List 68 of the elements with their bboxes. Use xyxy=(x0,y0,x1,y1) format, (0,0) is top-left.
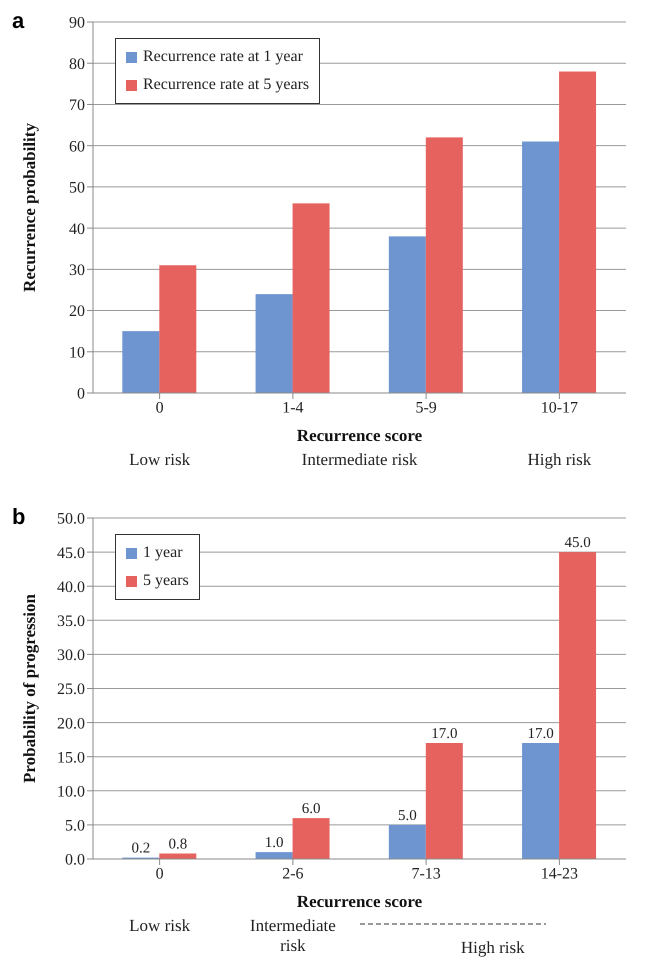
x-axis-title: Recurrence score xyxy=(296,426,423,445)
x-tick-label: 1-4 xyxy=(282,399,304,416)
bar xyxy=(122,331,160,393)
bar xyxy=(559,552,596,859)
legend-label: Recurrence rate at 1 year xyxy=(143,47,303,67)
data-label: 1.0 xyxy=(264,835,284,852)
data-label: 17.0 xyxy=(431,726,458,742)
bar xyxy=(292,818,330,859)
data-label: 0.8 xyxy=(168,836,188,853)
data-label: 6.0 xyxy=(302,801,320,818)
x-tick-label: 0 xyxy=(156,399,164,416)
y-tick-label: 35.0 xyxy=(57,612,85,630)
bar xyxy=(292,203,330,393)
y-axis-title: Probability of progression xyxy=(20,594,40,783)
legend-label: Recurrence rate at 5 years xyxy=(143,75,310,95)
text: Low risk xyxy=(128,916,192,936)
bar xyxy=(388,824,426,859)
y-tick-label: 60 xyxy=(69,138,85,156)
bar xyxy=(256,294,293,393)
y-tick-label: 45.0 xyxy=(57,544,85,562)
x-tick-label: 2-6 xyxy=(282,865,304,882)
text: Intermediate risk xyxy=(248,916,337,956)
y-tick-label: 0.0 xyxy=(65,852,85,869)
x-tick-label: 10-17 xyxy=(540,399,578,416)
y-tick-label: 30.0 xyxy=(57,647,85,664)
text: High risk xyxy=(526,450,592,470)
y-tick-label: 15.0 xyxy=(57,749,85,766)
x-tick-label: 7-13 xyxy=(411,865,441,882)
data-label: 5.0 xyxy=(398,808,417,824)
bar xyxy=(559,71,596,393)
y-tick-label: 20 xyxy=(69,303,85,320)
text: Low risk xyxy=(128,450,192,470)
y-tick-label: 25.0 xyxy=(57,681,85,698)
y-axis-title: Recurrence probability xyxy=(20,122,40,292)
y-tick-label: 5.0 xyxy=(65,818,85,835)
y-tick-label: 20.0 xyxy=(57,715,85,732)
legend-label: 1 year xyxy=(143,543,183,563)
y-tick-label: 90 xyxy=(69,14,85,32)
y-tick-label: 40 xyxy=(69,220,85,238)
y-tick-label: 0 xyxy=(77,386,85,403)
x-axis-title: Recurrence score xyxy=(296,892,423,911)
bar xyxy=(159,854,196,859)
data-label: 17.0 xyxy=(527,726,554,742)
bar xyxy=(159,265,196,393)
y-tick-label: 50 xyxy=(69,180,85,197)
chart-title: b xyxy=(12,504,26,530)
bar xyxy=(522,142,560,393)
chart-title: a xyxy=(12,8,24,34)
y-tick-label: 10.0 xyxy=(57,783,85,800)
text: High risk xyxy=(460,938,526,958)
y-tick-label: 30 xyxy=(69,262,85,280)
bar xyxy=(426,137,463,393)
y-tick-label: 70 xyxy=(69,97,85,114)
y-tick-label: 40.0 xyxy=(57,578,85,596)
bar xyxy=(426,743,463,859)
bar xyxy=(388,236,426,393)
legend-label: 5 years xyxy=(143,571,189,591)
y-tick-label: 10 xyxy=(69,344,85,362)
x-tick-label: 0 xyxy=(156,865,164,882)
text: Intermediate risk xyxy=(300,450,418,470)
x-tick-label: 14-23 xyxy=(540,865,578,882)
bar xyxy=(522,743,560,859)
x-tick-label: 5-9 xyxy=(415,399,437,416)
data-label: 45.0 xyxy=(564,535,591,552)
data-label: 0.2 xyxy=(131,840,150,857)
bar xyxy=(256,852,293,859)
y-tick-label: 80 xyxy=(69,56,85,73)
y-tick-label: 50.0 xyxy=(57,510,85,528)
